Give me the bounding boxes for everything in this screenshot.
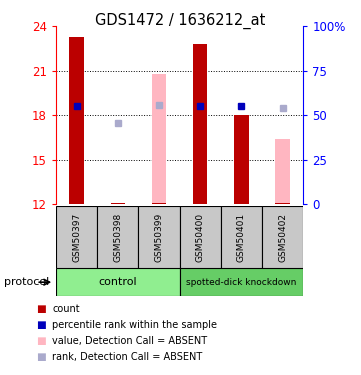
Bar (138, 206, 180, 268)
Text: percentile rank within the sample: percentile rank within the sample (52, 320, 217, 330)
Bar (275, 203, 290, 204)
Text: GSM50401: GSM50401 (237, 213, 246, 262)
Bar (180, 268, 303, 296)
Text: count: count (52, 304, 80, 314)
Text: GDS1472 / 1636212_at: GDS1472 / 1636212_at (95, 13, 266, 29)
Text: ■: ■ (36, 304, 46, 314)
Bar (180, 206, 221, 268)
Bar (110, 203, 125, 204)
Text: ■: ■ (36, 336, 46, 346)
Bar (152, 74, 166, 204)
Bar (221, 206, 262, 268)
Bar (152, 203, 166, 204)
Bar (97, 206, 138, 268)
Text: GSM50402: GSM50402 (278, 213, 287, 262)
Text: rank, Detection Call = ABSENT: rank, Detection Call = ABSENT (52, 352, 203, 362)
Bar (275, 139, 290, 204)
Text: GSM50397: GSM50397 (72, 213, 81, 262)
Bar (262, 206, 303, 268)
Bar (193, 44, 208, 204)
Text: GSM50398: GSM50398 (113, 213, 122, 262)
Bar (56, 268, 180, 296)
Text: ■: ■ (36, 352, 46, 362)
Bar (69, 37, 84, 204)
Bar (234, 116, 249, 204)
Text: protocol: protocol (4, 277, 49, 287)
Text: spotted-dick knockdown: spotted-dick knockdown (186, 278, 297, 286)
Text: GSM50400: GSM50400 (196, 213, 205, 262)
Text: ■: ■ (36, 320, 46, 330)
Text: value, Detection Call = ABSENT: value, Detection Call = ABSENT (52, 336, 208, 346)
Bar (56, 206, 97, 268)
Text: GSM50399: GSM50399 (155, 213, 164, 262)
Text: control: control (99, 277, 137, 287)
